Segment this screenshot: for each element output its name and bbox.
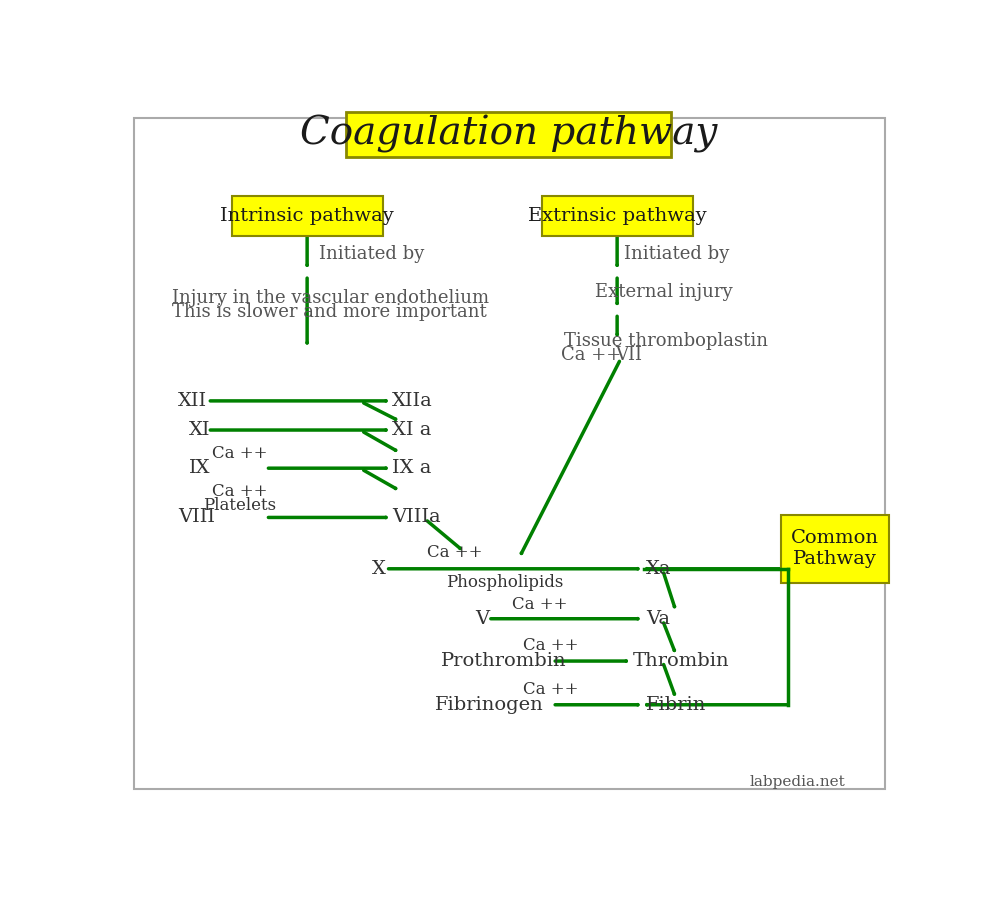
Text: Va: Va — [646, 610, 670, 628]
Text: Fibrinogen: Fibrinogen — [435, 696, 544, 714]
Text: X: X — [371, 560, 385, 578]
Text: Phospholipids: Phospholipids — [446, 574, 563, 591]
Text: V: V — [475, 610, 489, 628]
FancyBboxPatch shape — [781, 514, 889, 583]
Text: Ca ++: Ca ++ — [212, 445, 267, 462]
Text: Ca ++: Ca ++ — [212, 483, 267, 500]
Text: Ca ++: Ca ++ — [512, 596, 567, 614]
Text: Thrombin: Thrombin — [633, 652, 729, 670]
Text: This is slower and more important: This is slower and more important — [172, 303, 486, 321]
Text: IX: IX — [189, 460, 210, 478]
FancyBboxPatch shape — [346, 112, 671, 157]
Text: XII: XII — [178, 392, 207, 410]
Text: IX a: IX a — [392, 460, 432, 478]
Text: Prothrombin: Prothrombin — [441, 652, 567, 670]
FancyBboxPatch shape — [542, 196, 693, 236]
Text: Initiated by: Initiated by — [319, 245, 424, 263]
Text: External injury: External injury — [595, 283, 733, 301]
Text: Injury in the vascular endothelium: Injury in the vascular endothelium — [172, 289, 489, 307]
Text: Fibrin: Fibrin — [646, 696, 706, 714]
Text: Ca ++: Ca ++ — [427, 543, 483, 560]
Text: Platelets: Platelets — [203, 497, 276, 514]
Text: Tissue thromboplastin: Tissue thromboplastin — [564, 332, 768, 350]
Text: XI a: XI a — [392, 421, 432, 439]
Text: Coagulation pathway: Coagulation pathway — [300, 115, 717, 153]
Text: XI: XI — [189, 421, 210, 439]
Text: Xa: Xa — [646, 560, 671, 578]
Text: Intrinsic pathway: Intrinsic pathway — [220, 206, 394, 224]
Text: XIIa: XIIa — [392, 392, 433, 410]
FancyBboxPatch shape — [232, 196, 383, 236]
Text: VIIIa: VIIIa — [392, 508, 441, 526]
Text: VIII: VIII — [178, 508, 215, 526]
Text: Common
Pathway: Common Pathway — [791, 529, 879, 568]
Text: Extrinsic pathway: Extrinsic pathway — [528, 206, 706, 224]
FancyBboxPatch shape — [134, 118, 885, 789]
Text: VII: VII — [615, 346, 642, 364]
Text: Initiated by: Initiated by — [624, 245, 729, 263]
Text: labpedia.net: labpedia.net — [750, 776, 846, 789]
Text: Ca ++: Ca ++ — [561, 346, 622, 364]
Text: Ca ++: Ca ++ — [523, 681, 578, 698]
Text: Ca ++: Ca ++ — [523, 637, 578, 654]
